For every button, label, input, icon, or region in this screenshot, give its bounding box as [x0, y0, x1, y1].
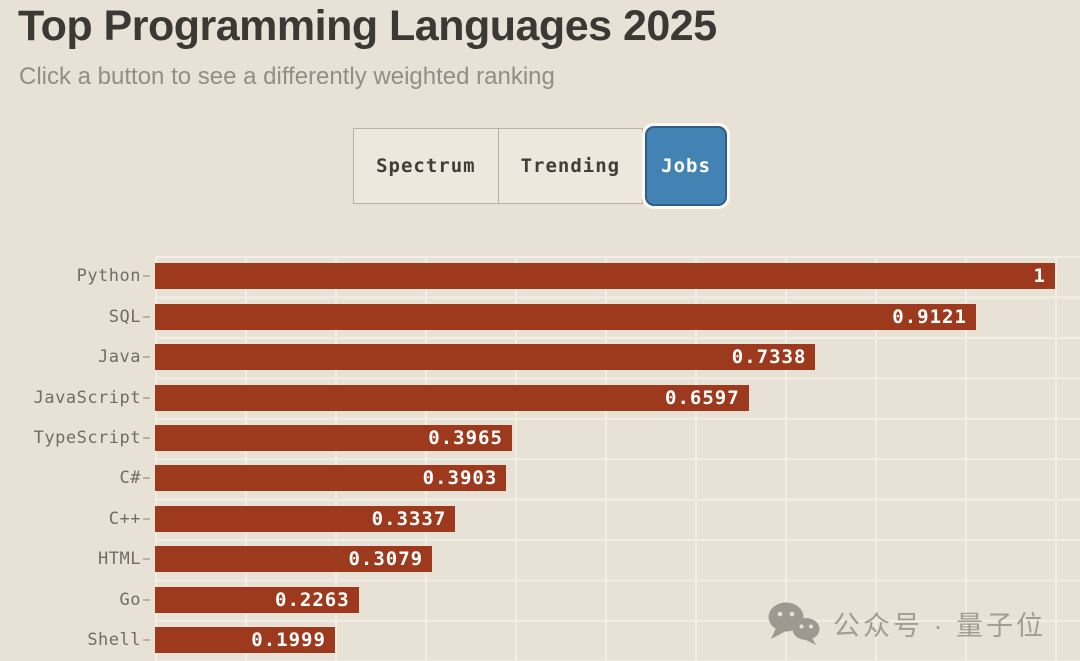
bar-value-label: 0.3079 — [348, 548, 424, 571]
bar-value-label: 0.3903 — [422, 467, 498, 490]
bar[interactable]: 0.7338 — [155, 344, 816, 371]
weight-button-label: Trending — [520, 155, 621, 177]
bar-category-label: Shell — [87, 630, 141, 651]
axis-tick — [143, 315, 150, 318]
bar[interactable]: 0.2263 — [155, 586, 359, 613]
axis-tick — [143, 639, 150, 642]
watermark-text: 公众号 · 量子位 — [833, 610, 1046, 641]
bar-value-label: 0.2263 — [275, 588, 350, 611]
bar[interactable]: 0.1999 — [155, 627, 335, 654]
bar-row: SQL 0.9121 — [0, 296, 1080, 336]
axis-tick — [143, 517, 150, 520]
bar-value-label: 0.6597 — [665, 386, 740, 409]
bar-value-label: 0.3965 — [428, 426, 503, 449]
page-title: Top Programming Languages 2025 — [18, 2, 717, 50]
bar-row: JavaScript 0.6597 — [0, 377, 1080, 417]
bar-row: Shell 0.1999 — [0, 620, 1080, 660]
axis-tick — [143, 436, 150, 439]
bar[interactable]: 0.9121 — [155, 303, 976, 330]
bar-category-label: Go — [119, 589, 141, 610]
bar-row: HTML 0.3079 — [0, 539, 1080, 579]
bar-chart: Python 1 SQL 0.9121 Java 0.7338 JavaScri… — [0, 256, 1080, 660]
bar-value-label: 0.3337 — [371, 507, 447, 530]
bar-category-label: C++ — [108, 508, 141, 529]
weight-button-trending[interactable]: Trending — [497, 128, 644, 204]
bar-row: Java 0.7338 — [0, 337, 1080, 377]
bar-value-label: 0.9121 — [892, 305, 967, 328]
axis-tick — [143, 356, 150, 359]
bar[interactable]: 0.3903 — [155, 465, 507, 492]
bar[interactable]: 0.3965 — [155, 424, 512, 451]
bar-value-label: 0.7338 — [731, 346, 807, 369]
weight-button-label: Jobs — [661, 155, 711, 177]
bar[interactable]: 0.6597 — [155, 384, 749, 411]
bar-category-label: HTML — [98, 549, 141, 570]
axis-tick — [143, 558, 150, 561]
bar-category-label: Python — [76, 266, 141, 287]
axis-tick — [143, 275, 150, 278]
wechat-icon — [768, 602, 820, 645]
watermark: 公众号 · 量子位 — [767, 601, 1046, 645]
bar-row: C++ 0.3337 — [0, 499, 1080, 539]
bar-row: TypeScript 0.3965 — [0, 418, 1080, 458]
axis-tick — [143, 477, 150, 480]
bar-row: Python 1 — [0, 256, 1080, 296]
weighting-button-group: Spectrum Trending Jobs — [0, 126, 1080, 206]
bar-value-label: 0.1999 — [251, 629, 326, 652]
weight-button-spectrum[interactable]: Spectrum — [353, 128, 499, 204]
bar-category-label: SQL — [108, 306, 141, 327]
bar-category-label: Java — [98, 347, 141, 368]
weight-button-label: Spectrum — [376, 155, 476, 177]
bar[interactable]: 1 — [155, 263, 1055, 290]
page-subtitle: Click a button to see a differently weig… — [19, 63, 555, 90]
weight-button-jobs[interactable]: Jobs — [645, 126, 727, 206]
axis-tick — [143, 396, 150, 399]
bar-category-label: JavaScript — [33, 387, 141, 408]
bar-row: Go 0.2263 — [0, 580, 1080, 620]
axis-tick — [143, 598, 150, 601]
bar-category-label: TypeScript — [33, 427, 141, 448]
bar[interactable]: 0.3079 — [155, 546, 433, 573]
bar[interactable]: 0.3337 — [155, 505, 456, 532]
bar-category-label: C# — [119, 468, 141, 489]
bar-value-label: 1 — [1033, 265, 1046, 288]
bar-row: C# 0.3903 — [0, 458, 1080, 498]
